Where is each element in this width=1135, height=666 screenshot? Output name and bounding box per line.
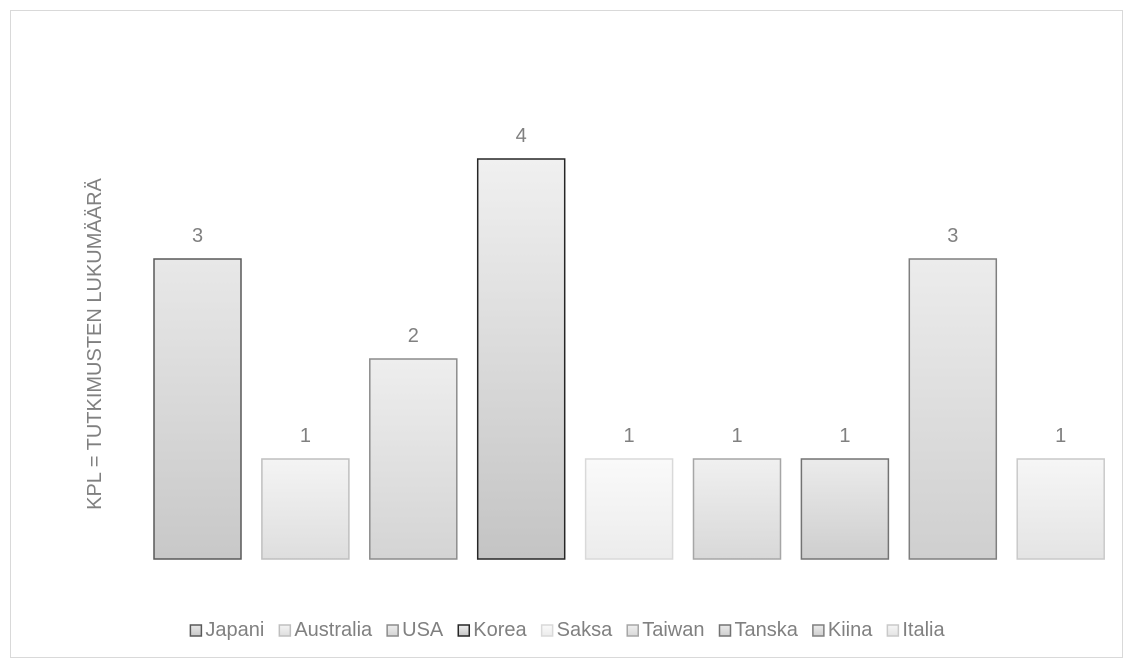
data-label-saksa: 1 (624, 425, 635, 447)
data-label-usa: 2 (408, 325, 419, 347)
data-label-australia: 1 (300, 425, 311, 447)
y-axis-label: KPL = TUTKIMUSTEN LUKUMÄÄRÄ (84, 177, 106, 509)
legend-swatch-tanska (718, 624, 732, 637)
legend-item-saksa: Saksa (540, 619, 613, 641)
legend-swatch-korea (457, 624, 471, 637)
legend-swatch-taiwan (626, 624, 639, 637)
legend-label-kiina: Kiina (828, 619, 873, 641)
data-label-japani: 3 (192, 225, 203, 247)
legend: Japani Australia USA Korea Saksa Taiwan Tanska… (189, 619, 945, 641)
bar-australia (261, 458, 350, 560)
bar-korea (476, 158, 566, 560)
legend-item-korea: Korea (457, 619, 528, 641)
bar-kiina (908, 258, 998, 560)
legend-item-australia: Australia (278, 619, 373, 641)
data-labels: 3 1 2 4 1 1 1 3 1 (192, 125, 1066, 447)
legend-label-australia: Australia (294, 619, 373, 641)
legend-item-taiwan: Taiwan (626, 619, 705, 641)
bar-japani (153, 258, 242, 560)
legend-item-tanska: Tanska (718, 619, 799, 641)
legend-item-usa: USA (386, 619, 444, 641)
legend-label-saksa: Saksa (557, 619, 613, 641)
legend-label-japani: Japani (205, 619, 264, 641)
legend-label-korea: Korea (473, 619, 527, 641)
legend-swatch-usa (386, 624, 399, 637)
bar-chart: KPL = TUTKIMUSTEN LUKUMÄÄRÄ 3 1 2 4 1 1 1 3 1 Ja… (84, 125, 1105, 641)
bar-saksa (584, 458, 674, 560)
legend-item-kiina: Kiina (812, 619, 873, 641)
bars (153, 158, 1105, 560)
data-label-taiwan: 1 (731, 425, 742, 447)
data-label-kiina: 3 (947, 225, 958, 247)
chart-frame: KPL = TUTKIMUSTEN LUKUMÄÄRÄ 3 1 2 4 1 1 1 3 1 Ja… (10, 10, 1123, 658)
data-label-korea: 4 (516, 125, 527, 147)
legend-swatch-australia (278, 624, 292, 637)
legend-swatch-japani (189, 624, 203, 637)
legend-item-italia: Italia (886, 619, 945, 641)
data-label-tanska: 1 (839, 425, 850, 447)
legend-label-taiwan: Taiwan (642, 619, 704, 641)
bar-tanska (800, 458, 890, 560)
legend-item-japani: Japani (189, 619, 264, 641)
legend-swatch-saksa (540, 624, 554, 637)
bar-italia (1016, 458, 1105, 560)
legend-swatch-kiina (812, 624, 825, 637)
legend-label-italia: Italia (902, 619, 945, 641)
legend-label-usa: USA (402, 619, 444, 641)
legend-label-tanska: Tanska (735, 619, 799, 641)
bar-usa (369, 358, 458, 560)
data-label-italia: 1 (1055, 425, 1066, 447)
bar-taiwan (692, 458, 782, 560)
legend-swatch-italia (886, 624, 900, 637)
